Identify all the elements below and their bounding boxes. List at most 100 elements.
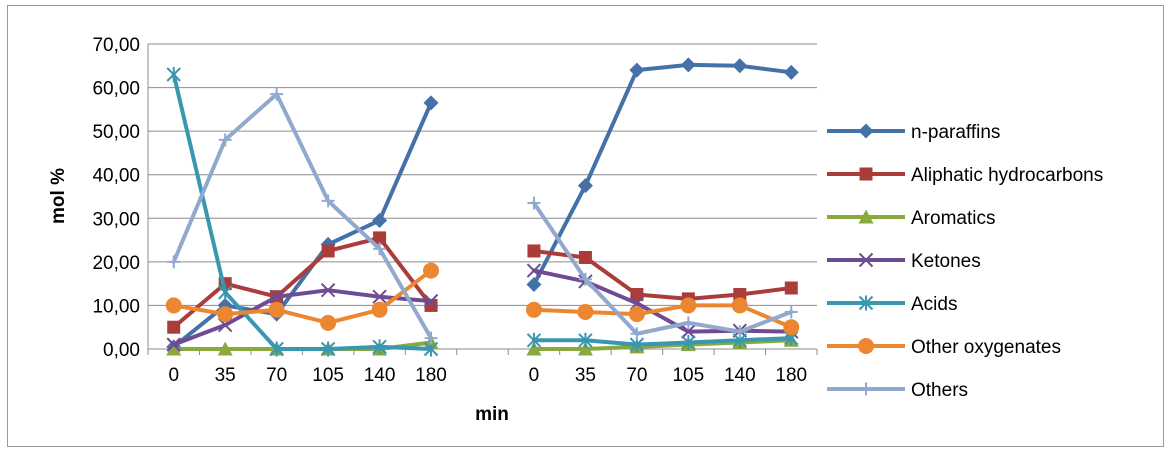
- legend: n-paraffins Aliphatic hydrocarbons Aromati…: [827, 122, 1103, 401]
- legend-label: Acids: [911, 294, 957, 315]
- legend-item-ketones: Ketones: [827, 251, 981, 272]
- series-aromatics: [166, 332, 799, 356]
- x-tick-label: 35: [215, 365, 236, 386]
- data-point: [733, 325, 747, 339]
- data-point: [167, 255, 181, 269]
- data-point: [783, 319, 800, 336]
- data-point: [166, 337, 181, 352]
- data-point: [681, 334, 696, 350]
- legend-marker: [858, 252, 874, 268]
- x-tick-label: 180: [775, 365, 807, 386]
- data-point: [218, 133, 232, 147]
- data-point: [527, 244, 541, 258]
- data-point: [372, 289, 387, 304]
- data-point: [630, 288, 644, 302]
- series-line: [171, 235, 434, 330]
- data-point: [320, 282, 336, 298]
- y-tick-label: 40,00: [92, 166, 140, 187]
- data-point: [217, 306, 234, 323]
- x-tick-label: 0: [529, 365, 540, 386]
- data-point: [217, 341, 233, 356]
- data-point: [525, 301, 542, 318]
- data-point: [167, 320, 181, 334]
- y-tick-label: 20,00: [92, 253, 140, 274]
- data-point: [527, 196, 541, 210]
- axes: 0,00 10,00 20,00 30,00 40,00 50,00 60,00 70,00 0…: [92, 35, 818, 386]
- data-point: [784, 305, 798, 319]
- series-line: [531, 338, 794, 351]
- series-other-oxygenates: [165, 262, 800, 336]
- x-tick-label: 140: [724, 365, 756, 386]
- chart-frame: [7, 5, 1164, 447]
- data-point: [630, 327, 644, 341]
- y-tick-label: 70,00: [92, 35, 140, 56]
- data-point: [320, 314, 337, 331]
- data-point: [423, 95, 439, 111]
- data-point: [424, 331, 438, 345]
- data-point: [166, 341, 182, 356]
- legend-label: Ketones: [911, 251, 981, 272]
- data-point: [423, 262, 440, 279]
- series-line: [171, 72, 434, 351]
- series-line: [171, 288, 434, 347]
- data-point: [680, 57, 696, 73]
- legend-item-others: Others: [827, 380, 968, 401]
- data-point: [733, 288, 747, 302]
- x-tick-label: 140: [364, 365, 396, 386]
- data-point: [269, 341, 284, 357]
- series-line: [531, 62, 794, 287]
- x-tick-label: 70: [266, 365, 287, 386]
- data-point: [578, 332, 593, 348]
- data-point: [628, 306, 645, 323]
- y-tick-label: 50,00: [92, 122, 140, 143]
- series-line: [531, 336, 794, 347]
- data-point: [373, 231, 387, 245]
- legend-item-aromatics: Aromatics: [827, 208, 995, 229]
- legend-marker: [858, 338, 874, 354]
- data-point: [372, 212, 388, 228]
- data-point: [373, 242, 387, 256]
- data-point: [680, 297, 697, 314]
- data-point: [731, 297, 748, 314]
- x-tick-label: 105: [672, 365, 704, 386]
- y-tick-label: 10,00: [92, 296, 140, 317]
- series-layer: [165, 57, 800, 357]
- data-point: [578, 272, 592, 286]
- y-axis-title: mol %: [48, 168, 69, 224]
- series-line: [531, 268, 794, 334]
- data-point: [321, 244, 335, 258]
- data-point: [270, 87, 284, 101]
- data-point: [526, 341, 542, 356]
- legend-label: Aromatics: [911, 208, 995, 229]
- data-point: [217, 284, 233, 300]
- data-point: [526, 263, 542, 278]
- x-axis-title: min: [475, 404, 509, 425]
- x-tick-label: 70: [626, 365, 647, 386]
- legend-item-n-paraffins: n-paraffins: [827, 122, 1000, 143]
- data-point: [732, 58, 748, 74]
- series-line: [531, 201, 794, 336]
- x-tick-label: 35: [575, 365, 596, 386]
- series-ketones: [166, 263, 799, 352]
- y-tick-label: 30,00: [92, 209, 140, 230]
- data-point: [578, 251, 592, 264]
- legend-marker: [858, 123, 874, 139]
- legend-marker: [858, 209, 874, 224]
- data-point: [320, 341, 336, 357]
- data-point: [423, 293, 439, 309]
- legend-marker: [859, 382, 873, 396]
- data-point: [372, 339, 387, 355]
- y-tick-label: 0,00: [103, 340, 140, 361]
- data-point: [784, 281, 798, 295]
- series-line: [531, 303, 794, 330]
- data-point: [681, 316, 695, 330]
- series-aliphatic-hydrocarbons: [167, 231, 798, 334]
- legend-label: Other oxygenates: [911, 337, 1061, 358]
- legend-marker: [859, 167, 873, 181]
- gridlines: [148, 43, 817, 306]
- legend-item-aliphatic-hydrocarbons: Aliphatic hydrocarbons: [827, 165, 1103, 186]
- data-point: [577, 303, 594, 320]
- data-point: [526, 332, 542, 348]
- legend-label: Aliphatic hydrocarbons: [911, 165, 1103, 186]
